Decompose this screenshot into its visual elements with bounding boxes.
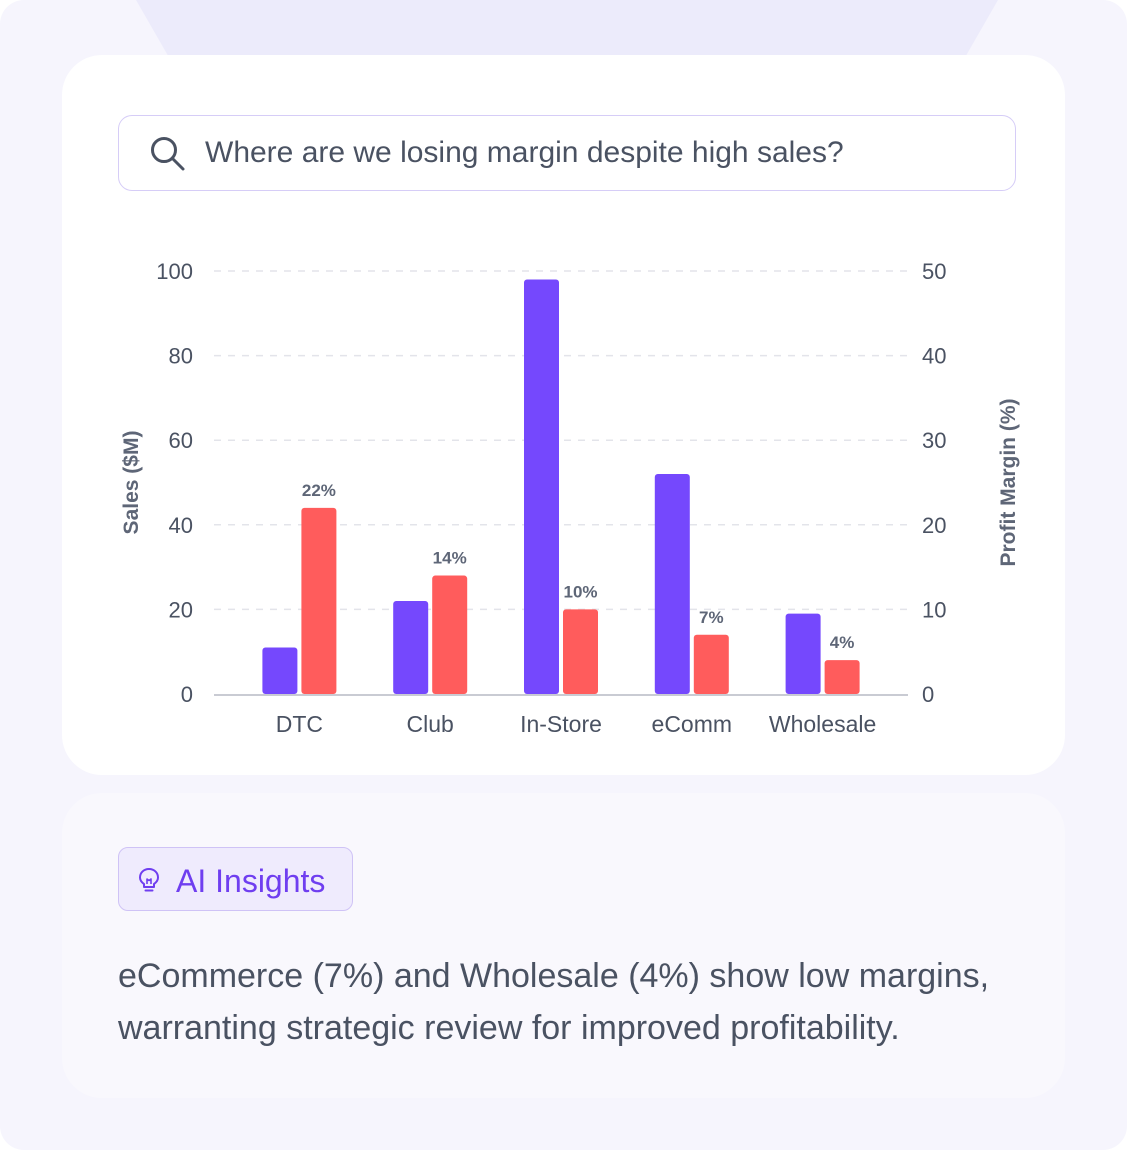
data-label-margin: 4%: [830, 633, 855, 652]
lightbulb-icon: [139, 868, 159, 892]
bar-margin: [563, 609, 598, 694]
data-label-margin: 10%: [563, 582, 597, 601]
search-input[interactable]: Where are we losing margin despite high …: [118, 115, 1016, 191]
y-axis-left-tick-label: 20: [169, 597, 193, 622]
y-axis-right-title: Profit Margin (%): [997, 399, 1020, 567]
y-axis-left-tick-label: 60: [169, 428, 193, 453]
data-label-margin: 22%: [302, 481, 336, 500]
ai-insights-badge[interactable]: AI Insights: [118, 847, 353, 911]
badge-label: AI Insights: [176, 863, 326, 899]
y-axis-left-tick-label: 80: [169, 344, 193, 369]
bar-sales: [524, 279, 559, 694]
y-axis-left-tick-label: 40: [169, 513, 193, 538]
bar-sales: [654, 474, 690, 694]
search-icon: [151, 137, 185, 171]
insights-card: AI Insights eCommerce (7%) and Wholesale…: [62, 793, 1065, 1098]
bar-margin: [824, 660, 860, 694]
x-axis-tick-label: Club: [407, 711, 454, 737]
x-axis-tick-label: DTC: [276, 711, 323, 737]
y-axis-right-tick-label: 30: [922, 428, 946, 453]
bar-sales: [393, 600, 429, 694]
x-axis-tick-label: eComm: [652, 711, 733, 737]
x-axis-tick-label: Wholesale: [769, 711, 876, 737]
y-axis-left-tick-label: 0: [181, 682, 193, 707]
bar-sales: [785, 613, 821, 694]
insight-text: eCommerce (7%) and Wholesale (4%) show l…: [118, 957, 990, 1047]
y-axis-right-tick-label: 20: [922, 513, 946, 538]
y-axis-left-tick-label: 100: [156, 259, 193, 284]
y-axis-right-tick-label: 10: [922, 597, 946, 622]
y-axis-right-tick-label: 50: [922, 259, 946, 284]
data-label-margin: 14%: [433, 549, 467, 568]
bar-sales: [262, 647, 298, 694]
y-axis-right-tick-label: 0: [922, 682, 934, 707]
header-tab-decoration: [136, 0, 998, 60]
bar-margin: [301, 507, 337, 694]
y-axis-left-title: Sales ($M): [120, 431, 143, 535]
y-axis-right-tick-label: 40: [922, 344, 946, 369]
bar-margin: [432, 575, 468, 694]
combo-bar-chart: 0 0 20 10 40 20 60 30 80 40 100 50 Sales ($M) Profit …: [120, 259, 1020, 737]
data-label-margin: 7%: [699, 608, 724, 627]
x-axis-tick-label: In-Store: [520, 711, 602, 737]
chart-card: Where are we losing margin despite high …: [62, 55, 1065, 775]
bar-margin: [693, 634, 729, 694]
search-query: Where are we losing margin despite high …: [205, 136, 844, 169]
